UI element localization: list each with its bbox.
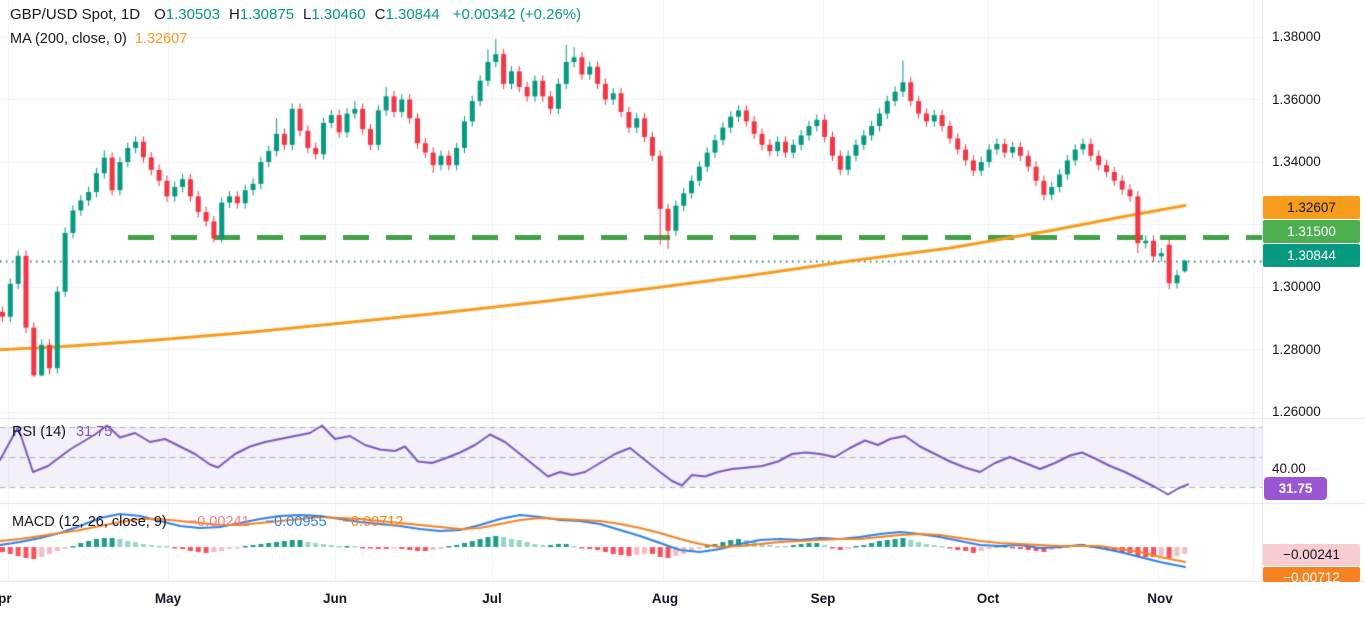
open-label: O [154,6,166,23]
ma-price-badge: 1.32607 [1263,196,1360,219]
high-label: H [228,6,240,23]
last-price-badge: 1.30844 [1263,243,1360,267]
ma-legend[interactable]: MA (200, close, 0) 1.32607 [10,31,187,47]
symbol-title: GBP/USD Spot, 1D [10,6,141,23]
month-label-oct: Oct [976,591,1000,606]
price-tick-label: 1.26000 [1272,404,1321,419]
change-value: +0.00342 (+0.26%) [452,6,582,23]
macd-line-value: −0.00955 [265,514,327,530]
close-label: C [374,6,386,23]
month-label-sep: Sep [810,591,836,606]
ma-label: MA (200, close, 0) [10,31,127,47]
macd-hist-badge: −0.00241 [1263,544,1360,566]
close-value: 1.30844 [385,6,440,23]
time-axis[interactable]: Apr May Jun Jul Aug Sep Oct Nov [0,582,1365,619]
macd-signal-badge: −0.00712 [1263,567,1360,582]
low-label: L [303,6,312,23]
price-axis[interactable]: 1.38000 1.36000 1.34000 1.30000 1.28000 1.260… [1262,0,1365,582]
symbol-legend[interactable]: GBP/USD Spot, 1D O1.30503 H1.30875 L1.30460… [10,6,581,23]
macd-label: MACD (12, 26, close, 9) [12,514,167,530]
month-label-jul: Jul [482,591,502,606]
month-label-nov: Nov [1147,591,1173,606]
rsi-axis-label: 40.00 [1272,461,1306,476]
rsi-label: RSI (14) [12,424,66,440]
macd-signal-value: −0.00712 [342,514,404,530]
rsi-legend[interactable]: RSI (14) 31.75 [12,424,112,440]
macd-legend[interactable]: MACD (12, 26, close, 9) −0.00241 −0.00955−… [12,514,403,530]
rsi-value-badge: 31.75 [1264,477,1327,500]
high-value: 1.30875 [239,6,295,23]
price-tick-label: 1.38000 [1272,29,1321,44]
month-label-jun: Jun [322,591,348,606]
level-price-badge: 1.31500 [1263,219,1360,243]
price-tick-label: 1.30000 [1272,279,1321,294]
low-value: 1.30460 [311,6,366,23]
macd-hist-value: −0.00241 [188,514,250,530]
macd-signal-badge-text: −0.00712 [1283,570,1340,582]
price-tick-label: 1.36000 [1272,91,1321,107]
open-value: 1.30503 [165,6,220,23]
month-label-apr: Apr [0,591,12,606]
price-tick-label: 1.28000 [1272,341,1321,357]
rsi-value: 31.75 [76,424,113,440]
month-label-aug: Aug [651,591,679,606]
month-label-may: May [154,591,182,606]
ma-value: 1.32607 [134,31,188,47]
price-tick-label: 1.34000 [1272,154,1321,169]
